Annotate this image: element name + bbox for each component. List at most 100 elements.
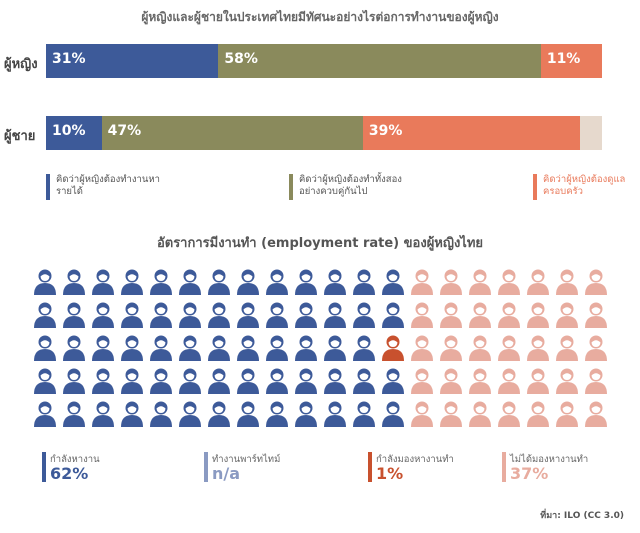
stat-swatch	[204, 452, 208, 482]
person-icon	[208, 302, 230, 328]
stat-label: ไม่ได้มองหางานทำ	[510, 454, 589, 465]
person-icon	[150, 335, 172, 361]
legend-item: คิดว่าผู้หญิงต้องทำทั้งสองอย่างควบคู่กัน…	[289, 174, 409, 202]
person-icon	[382, 368, 404, 394]
row-label: ผู้หญิง	[4, 57, 38, 72]
legend-item: คิดว่าผู้หญิงต้องทำงานหารายได้	[46, 174, 166, 202]
person-icon	[556, 302, 578, 328]
person-icon	[469, 335, 491, 361]
bar-segment	[579, 116, 602, 150]
person-icon	[382, 401, 404, 427]
person-icon	[440, 335, 462, 361]
person-icon	[266, 368, 288, 394]
legend-swatch	[46, 174, 50, 200]
person-icon	[411, 269, 433, 295]
stat-value: n/a	[212, 464, 241, 483]
person-icon	[63, 401, 85, 427]
person-icon	[295, 269, 317, 295]
person-icon	[324, 335, 346, 361]
person-icon	[469, 302, 491, 328]
person-icon	[34, 302, 56, 328]
bar-value-label: 11%	[546, 51, 581, 67]
person-icon	[353, 368, 375, 394]
person-icon	[121, 401, 143, 427]
person-icon	[498, 368, 520, 394]
person-icon	[585, 302, 607, 328]
person-icon	[527, 335, 549, 361]
bar-segment: 10%	[46, 116, 102, 150]
person-icon	[556, 368, 578, 394]
bar-value-label: 39%	[368, 123, 403, 139]
bar-segment: 11%	[540, 44, 602, 78]
person-icon	[440, 269, 462, 295]
stat-swatch	[368, 452, 372, 482]
legend-label: คิดว่าผู้หญิงต้องทำทั้งสองอย่างควบคู่กัน…	[299, 174, 402, 197]
person-icon	[92, 368, 114, 394]
person-icon	[585, 335, 607, 361]
bar-segment: 31%	[46, 44, 219, 78]
person-icon	[498, 269, 520, 295]
legend-item: คิดว่าผู้หญิงต้องดูแลครอบครัว	[533, 174, 640, 202]
row-label: ผู้ชาย	[4, 129, 36, 144]
person-icon	[527, 401, 549, 427]
person-icon	[324, 368, 346, 394]
stat-item: ไม่ได้มองหางานทำ 37%	[502, 452, 622, 484]
person-icon	[63, 302, 85, 328]
person-icon	[92, 335, 114, 361]
person-icon	[34, 401, 56, 427]
stat-item: กำลังหางาน 62%	[42, 452, 162, 484]
person-icon	[237, 401, 259, 427]
person-icon	[121, 368, 143, 394]
person-icon	[382, 335, 404, 361]
stacked-bar: 31% 58% 11%	[46, 44, 602, 78]
person-icon	[295, 401, 317, 427]
stat-label: กำลังหางาน	[50, 454, 100, 465]
person-icon	[440, 401, 462, 427]
person-icon	[382, 269, 404, 295]
person-icon	[266, 302, 288, 328]
person-icon	[150, 302, 172, 328]
person-icon	[150, 368, 172, 394]
person-icon	[527, 302, 549, 328]
stat-item: ทำงานพาร์ทไทม์ n/a	[204, 452, 324, 484]
bar-segment: 58%	[218, 44, 541, 78]
person-icon	[179, 401, 201, 427]
bar-segment: 47%	[101, 116, 363, 150]
person-icon	[266, 269, 288, 295]
bar-value-label: 10%	[52, 123, 86, 139]
person-icon	[237, 302, 259, 328]
person-icon	[353, 401, 375, 427]
legend-label: คิดว่าผู้หญิงต้องดูแลครอบครัว	[543, 174, 626, 197]
person-icon	[179, 335, 201, 361]
person-icon	[469, 269, 491, 295]
person-icon	[34, 368, 56, 394]
person-icon	[324, 269, 346, 295]
stacked-bar: 10% 47% 39%	[46, 116, 602, 150]
stat-value: 37%	[510, 464, 549, 483]
person-icon	[295, 302, 317, 328]
person-icon	[92, 302, 114, 328]
bar-segment: 39%	[362, 116, 580, 150]
stat-label: ทำงานพาร์ทไทม์	[212, 454, 281, 465]
stat-label: กำลังมองหางานทำ	[376, 454, 454, 465]
person-icon	[92, 269, 114, 295]
person-icon	[92, 401, 114, 427]
person-icon	[527, 368, 549, 394]
person-icon	[63, 368, 85, 394]
person-icon	[237, 269, 259, 295]
person-icon	[208, 368, 230, 394]
person-icon	[498, 302, 520, 328]
legend-label: คิดว่าผู้หญิงต้องทำงานหารายได้	[56, 174, 160, 197]
waffle-title: อัตราการมีงานทำ (employment rate) ของผู้…	[156, 236, 484, 251]
stat-value: 1%	[376, 464, 404, 483]
chart-title: ผู้หญิงและผู้ชายในประเทศไทยมีทัศนะอย่างไ…	[141, 10, 499, 24]
person-icon	[295, 335, 317, 361]
person-icon	[527, 269, 549, 295]
person-icon	[585, 401, 607, 427]
person-icon	[585, 269, 607, 295]
person-icon	[34, 269, 56, 295]
person-icon	[498, 335, 520, 361]
person-icon	[440, 302, 462, 328]
person-icon	[585, 368, 607, 394]
person-icon	[179, 269, 201, 295]
